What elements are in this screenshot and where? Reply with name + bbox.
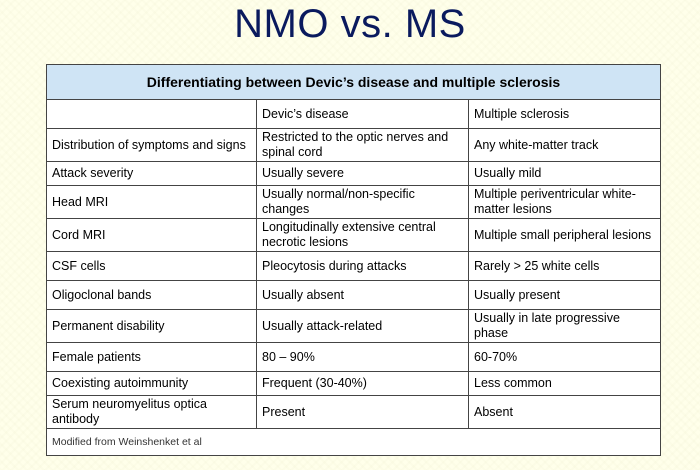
ms-cell: Multiple periventricular white-matter le… [468, 185, 661, 219]
row-label: CSF cells [46, 251, 257, 281]
ms-cell: Absent [468, 395, 661, 429]
ms-cell: Usually present [468, 280, 661, 310]
ms-cell: Multiple small peripheral lesions [468, 218, 661, 252]
row-label: Attack severity [46, 161, 257, 186]
table-row: CSF cells Pleocytosis during attacks Rar… [46, 251, 661, 281]
table-caption-row: Differentiating between Devic’s disease … [46, 64, 661, 100]
devics-cell: Longitudinally extensive central necroti… [256, 218, 469, 252]
table-row: Cord MRI Longitudinally extensive centra… [46, 218, 661, 252]
row-label: Coexisting autoimmunity [46, 371, 257, 396]
devics-cell: 80 – 90% [256, 342, 469, 372]
slide-title: NMO vs. MS [234, 2, 466, 46]
table-header-row: Devic’s disease Multiple sclerosis [46, 99, 661, 129]
table-footnote: Modified from Weinshenket et al [46, 428, 661, 456]
row-label: Serum neuromyelitus optica antibody [46, 395, 257, 429]
row-label: Distribution of symptoms and signs [46, 128, 257, 162]
table-row: Coexisting autoimmunity Frequent (30-40%… [46, 371, 661, 396]
row-label: Female patients [46, 342, 257, 372]
row-label: Permanent disability [46, 309, 257, 343]
table-row: Oligoclonal bands Usually absent Usually… [46, 280, 661, 310]
header-cell-empty [46, 99, 257, 129]
devics-cell: Usually severe [256, 161, 469, 186]
ms-cell: Usually in late progressive phase [468, 309, 661, 343]
header-cell-ms: Multiple sclerosis [468, 99, 661, 129]
row-label: Head MRI [46, 185, 257, 219]
header-cell-devics: Devic’s disease [256, 99, 469, 129]
table-footnote-row: Modified from Weinshenket et al [46, 428, 661, 456]
ms-cell: Less common [468, 371, 661, 396]
table-row: Attack severity Usually severe Usually m… [46, 161, 661, 186]
table-row: Distribution of symptoms and signs Restr… [46, 128, 661, 162]
table-row: Head MRI Usually normal/non-specific cha… [46, 185, 661, 219]
ms-cell: Rarely > 25 white cells [468, 251, 661, 281]
devics-cell: Usually normal/non-specific changes [256, 185, 469, 219]
table-row: Serum neuromyelitus optica antibody Pres… [46, 395, 661, 429]
table-row: Female patients 80 – 90% 60-70% [46, 342, 661, 372]
ms-cell: Any white-matter track [468, 128, 661, 162]
devics-cell: Usually absent [256, 280, 469, 310]
devics-cell: Pleocytosis during attacks [256, 251, 469, 281]
devics-cell: Restricted to the optic nerves and spina… [256, 128, 469, 162]
ms-cell: 60-70% [468, 342, 661, 372]
table-row: Permanent disability Usually attack-rela… [46, 309, 661, 343]
devics-cell: Usually attack-related [256, 309, 469, 343]
ms-cell: Usually mild [468, 161, 661, 186]
comparison-table: Differentiating between Devic’s disease … [46, 64, 661, 456]
row-label: Oligoclonal bands [46, 280, 257, 310]
row-label: Cord MRI [46, 218, 257, 252]
table-caption: Differentiating between Devic’s disease … [46, 64, 661, 100]
devics-cell: Frequent (30-40%) [256, 371, 469, 396]
devics-cell: Present [256, 395, 469, 429]
